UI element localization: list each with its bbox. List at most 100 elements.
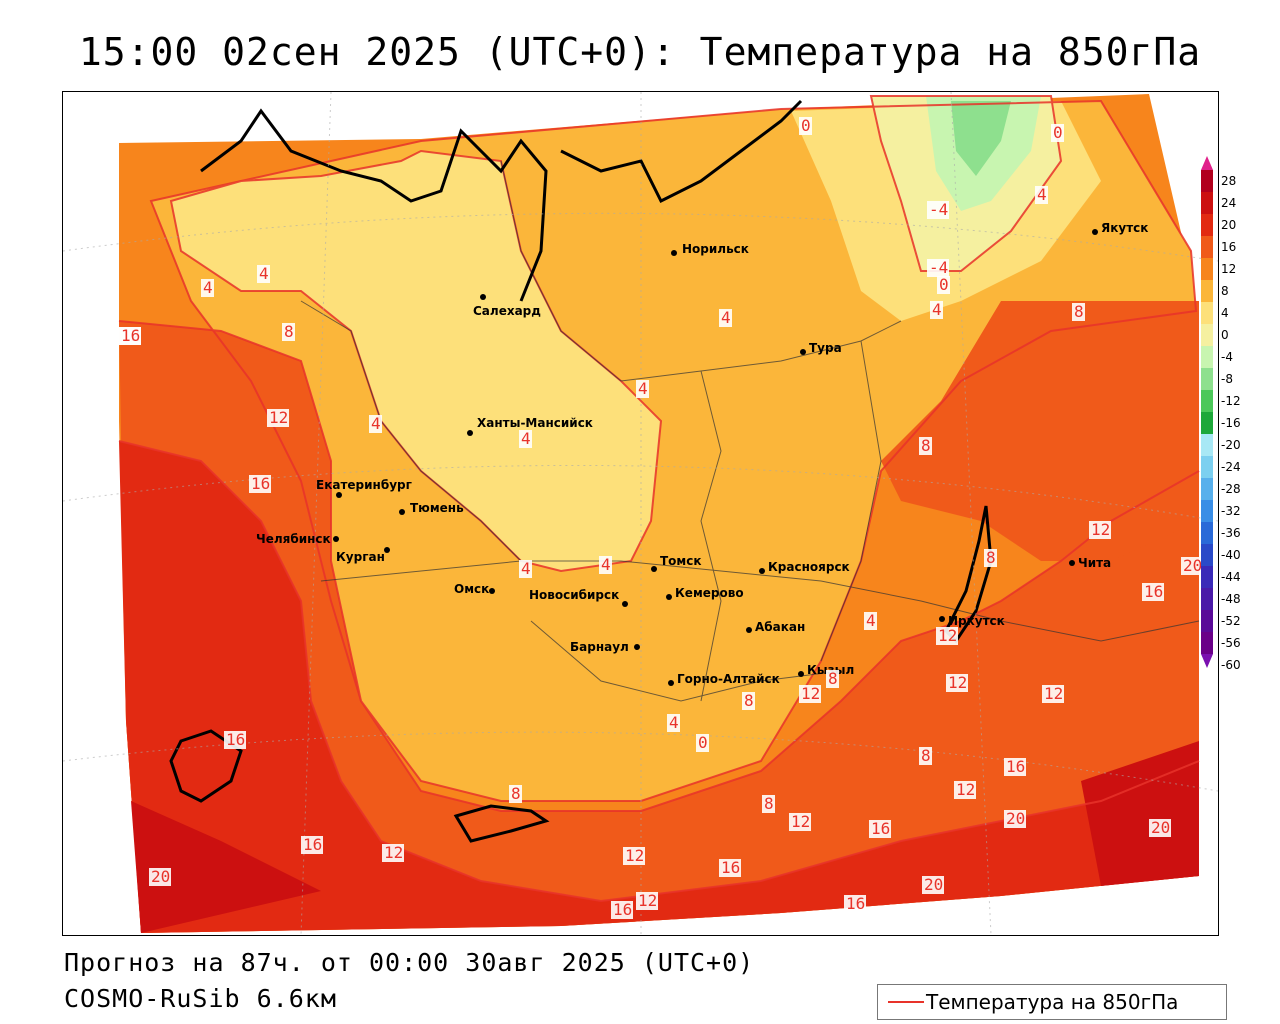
contour-label: 8 [828, 669, 838, 688]
city-dot [939, 616, 945, 622]
contour-label: 4 [521, 429, 531, 448]
city-label: Норильск [682, 242, 749, 256]
contour-label: 4 [601, 555, 611, 574]
legend-label: Температура на 850гПа [926, 990, 1179, 1014]
city-label: Томск [660, 554, 702, 568]
city-markers [333, 229, 1098, 686]
contour-label-bg [922, 876, 944, 894]
contour-label-bg [509, 785, 522, 803]
colorbar-tick-label: 0 [1221, 328, 1229, 342]
band-20-24 [131, 801, 321, 933]
colorbar-tick-label: -36 [1221, 526, 1241, 540]
contour-label: 8 [1074, 302, 1084, 321]
city-label: Тюмень [410, 501, 464, 515]
colorbar-segment [1201, 170, 1213, 192]
contour-label: 16 [846, 894, 865, 913]
contour-label: -4 [929, 200, 948, 219]
colorbar-segment [1201, 522, 1213, 544]
contour-label-bg [864, 612, 877, 630]
contour-label-bg [519, 430, 532, 448]
contour-label-bg [1142, 583, 1164, 601]
city-dot [668, 680, 674, 686]
contour-label-bg [869, 820, 891, 838]
contour-label: 4 [1037, 185, 1047, 204]
colorbar-tick-label: 28 [1221, 174, 1237, 188]
contour-label: 8 [511, 784, 521, 803]
contour-label-bg [119, 327, 141, 345]
city-label: Чита [1078, 556, 1111, 570]
contour-label: 16 [251, 474, 270, 493]
colorbar-bottom-arrow [1201, 654, 1213, 668]
city-label: Иркутск [948, 614, 1005, 628]
contour-label-bg [946, 674, 968, 692]
contour-label-bg [599, 556, 612, 574]
forecast-info: Прогноз на 87ч. от 00:00 30авг 2025 (UTC… [64, 948, 755, 977]
contour-label-bg [1181, 557, 1203, 575]
colorbar-tick-label: -44 [1221, 570, 1241, 584]
contour-label-bg [719, 859, 741, 877]
contour-label: 16 [1006, 757, 1025, 776]
colorbar-segment [1201, 236, 1213, 258]
contour-label-bg [742, 692, 755, 710]
contour-label-bg [719, 309, 732, 327]
city-dot [333, 536, 339, 542]
contour-label: 12 [791, 812, 810, 831]
band-20-24-east [1081, 741, 1199, 886]
contour-label: 20 [1151, 818, 1170, 837]
contour-label: 4 [866, 611, 876, 630]
contour-label: 16 [226, 730, 245, 749]
colorbar-segment [1201, 566, 1213, 588]
city-label: Екатеринбург [316, 478, 412, 492]
contour-label-bg [799, 117, 812, 135]
contour-label: 4 [638, 379, 648, 398]
colorbar-tick-label: -16 [1221, 416, 1241, 430]
contour-label-bg [930, 301, 943, 319]
colorbar-top-arrow [1201, 156, 1213, 170]
contour-label-bg [257, 265, 270, 283]
contour-label: 12 [638, 891, 657, 910]
contour-label: 16 [721, 858, 740, 877]
colorbar-tick-label: -40 [1221, 548, 1241, 562]
contour-label: 16 [871, 819, 890, 838]
model-name: COSMO-RuSib 6.6км [64, 984, 337, 1013]
colorbar-segment [1201, 588, 1213, 610]
legend-line-swatch [888, 1001, 924, 1003]
colorbar-tick-label: -52 [1221, 614, 1241, 628]
colorbar-tick-label: 24 [1221, 196, 1237, 210]
colorbar-tick-label: 16 [1221, 240, 1237, 254]
city-label: Красноярск [768, 560, 850, 574]
contour-label: 4 [203, 278, 213, 297]
city-dot [467, 430, 473, 436]
contour-label-bg [636, 892, 658, 910]
contour-label-bg [1035, 186, 1048, 204]
contour-label-bg [1089, 521, 1111, 539]
legend: Температура на 850гПа [877, 984, 1227, 1020]
contour-label-bg [789, 813, 811, 831]
colorbar-tick-label: -4 [1221, 350, 1233, 364]
contour-label: 4 [371, 414, 381, 433]
contour-label-bg [919, 437, 932, 455]
contour-label-bg [696, 734, 709, 752]
contour-label-bg [636, 380, 649, 398]
city-label: Челябинск [256, 532, 331, 546]
contour-label: 12 [384, 843, 403, 862]
colorbar-segment [1201, 632, 1213, 654]
colorbar-tick-label: -48 [1221, 592, 1241, 606]
contour-label: 8 [284, 322, 294, 341]
contour-label: 4 [669, 713, 679, 732]
contour-label: 4 [721, 308, 731, 327]
colorbar-tick-label: -20 [1221, 438, 1241, 452]
city-label: Салехард [473, 304, 541, 318]
contour-label-bg [1042, 685, 1064, 703]
city-dot [800, 349, 806, 355]
colorbar-segment [1201, 258, 1213, 280]
colorbar-segment [1201, 478, 1213, 500]
contour-label: 20 [1006, 809, 1025, 828]
contour-label: 0 [939, 275, 949, 294]
contour-label: 0 [1053, 123, 1063, 142]
colorbar-segment [1201, 346, 1213, 368]
contour-label: 16 [1144, 582, 1163, 601]
city-dot [622, 601, 628, 607]
contour-label: 20 [151, 867, 170, 886]
city-label: Курган [336, 550, 385, 564]
